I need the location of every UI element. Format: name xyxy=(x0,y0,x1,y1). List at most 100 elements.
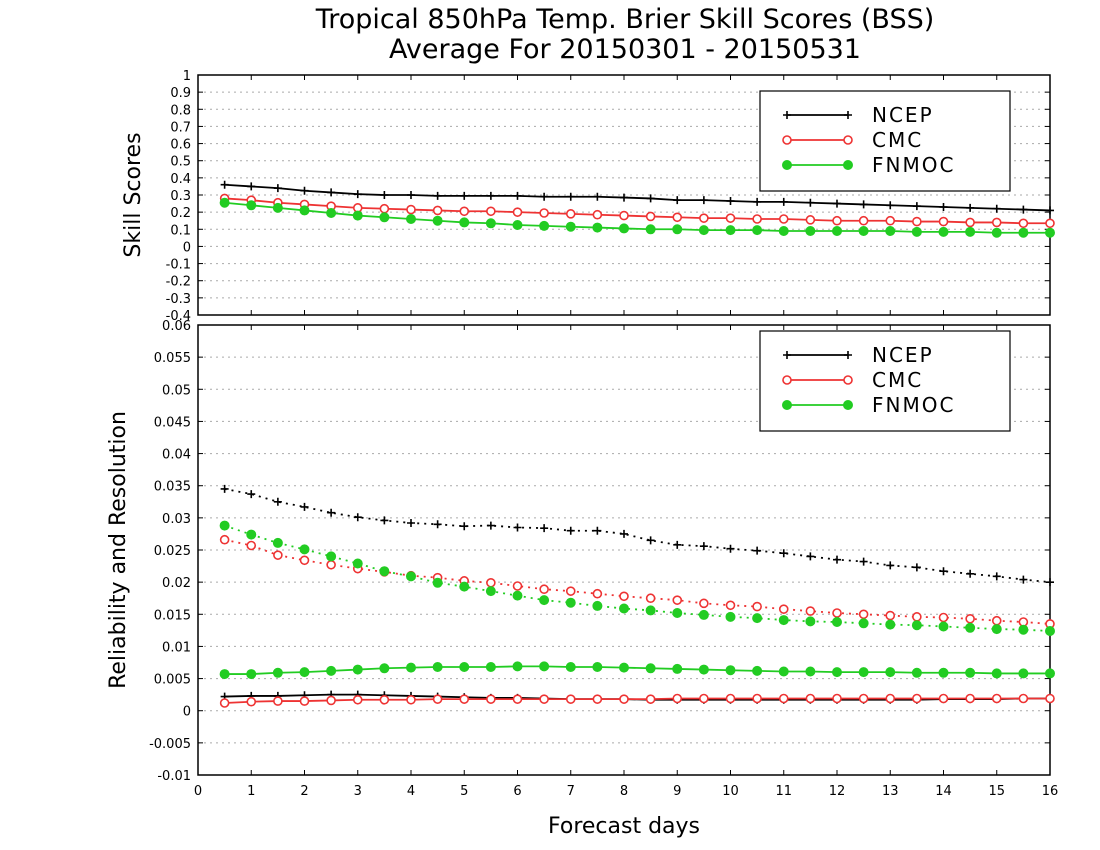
data-point-cmc xyxy=(326,695,336,706)
data-point-fnmoc xyxy=(432,577,443,588)
data-point-ncep xyxy=(1046,578,1054,587)
data-point-cmc xyxy=(938,693,949,704)
legend-marker-ncep xyxy=(783,351,791,359)
data-point-cmc xyxy=(246,540,257,551)
data-point-ncep xyxy=(300,186,309,195)
data-point-ncep xyxy=(593,192,602,201)
series-line-fnmoc-dotted xyxy=(224,524,1051,632)
data-point-ncep xyxy=(886,561,895,570)
reliability-resolution-panel: -0.01 -0.005 0 0.005 0.01 0.015 0.02 0.025 0.03 0… xyxy=(149,319,1058,799)
y-tick-label: 0.8 xyxy=(170,103,191,118)
data-point-ncep xyxy=(833,555,841,564)
data-point-fnmoc xyxy=(512,590,523,601)
data-point-fnmoc xyxy=(885,226,896,236)
data-point-cmc xyxy=(672,212,683,223)
data-point-fnmoc xyxy=(539,595,550,606)
data-point-fnmoc xyxy=(672,608,683,618)
data-point-fnmoc xyxy=(619,603,629,614)
data-point-cmc xyxy=(219,698,230,708)
data-point-fnmoc xyxy=(725,611,736,622)
data-point-cmc xyxy=(938,612,949,623)
data-point-fnmoc xyxy=(645,224,656,235)
data-point-fnmoc xyxy=(592,662,603,672)
data-point-cmc xyxy=(565,586,576,596)
legend-label-ncep: NCEP xyxy=(872,103,934,127)
y-tick-label: 0.7 xyxy=(170,120,191,135)
data-point-cmc xyxy=(379,694,390,705)
data-point-fnmoc xyxy=(698,609,709,620)
data-point-cmc xyxy=(991,217,1002,228)
y-tick-label: 0.03 xyxy=(162,512,191,527)
data-point-cmc xyxy=(486,577,496,588)
skill-scores-panel: -0.4 -0.3 -0.2 -0.1 0 0.1 0.2 0.3 0.4 0.5 0.6 0.7 0.… xyxy=(166,69,1055,324)
y-tick-label: 0.055 xyxy=(154,351,191,366)
data-point-ncep xyxy=(247,490,256,499)
data-point-fnmoc xyxy=(432,215,443,226)
data-point-ncep xyxy=(486,191,495,200)
data-point-fnmoc xyxy=(698,664,709,675)
data-point-fnmoc xyxy=(299,205,310,216)
data-point-cmc xyxy=(1045,693,1055,704)
data-point-fnmoc xyxy=(778,666,789,677)
data-point-fnmoc xyxy=(991,624,1002,635)
y-tick-label: 0.6 xyxy=(170,138,191,153)
data-point-fnmoc xyxy=(805,616,816,627)
data-point-cmc xyxy=(273,550,283,560)
data-point-cmc xyxy=(619,210,629,221)
data-point-cmc xyxy=(805,215,816,225)
data-point-fnmoc xyxy=(672,224,683,235)
data-point-fnmoc xyxy=(219,520,230,531)
y-tick-label: 0.035 xyxy=(154,480,191,495)
data-point-fnmoc xyxy=(805,226,816,236)
data-point-ncep xyxy=(220,180,229,189)
data-point-fnmoc xyxy=(832,617,842,627)
data-point-cmc xyxy=(699,598,709,609)
data-point-fnmoc xyxy=(991,668,1002,679)
data-point-fnmoc xyxy=(1045,626,1055,636)
data-point-fnmoc xyxy=(911,226,922,237)
data-point-fnmoc xyxy=(406,214,416,224)
x-tick-label: 9 xyxy=(673,784,681,799)
x-tick-label: 14 xyxy=(935,784,952,799)
data-point-fnmoc xyxy=(752,225,763,236)
legend-marker-fnmoc xyxy=(782,160,792,170)
data-point-cmc xyxy=(592,694,603,704)
x-tick-label: 0 xyxy=(194,784,202,799)
x-tick-label: 2 xyxy=(300,784,308,799)
x-tick-label: 13 xyxy=(882,784,899,799)
data-point-fnmoc xyxy=(512,220,523,230)
data-point-fnmoc xyxy=(459,662,470,672)
data-point-ncep xyxy=(966,203,975,212)
series-line-cmc-solid xyxy=(224,197,1050,225)
data-point-ncep xyxy=(992,572,1001,581)
data-point-ncep xyxy=(966,569,975,578)
legend-marker-ncep xyxy=(844,351,852,359)
legend-marker-cmc xyxy=(782,375,792,385)
data-point-ncep xyxy=(806,198,815,207)
data-point-fnmoc xyxy=(752,665,763,676)
y-tick-label: 0 xyxy=(183,240,191,255)
data-point-fnmoc xyxy=(725,665,736,676)
data-point-ncep xyxy=(699,542,708,551)
data-point-fnmoc xyxy=(1018,624,1029,635)
data-point-cmc xyxy=(778,604,789,614)
data-point-fnmoc xyxy=(459,217,470,228)
data-point-ncep xyxy=(699,196,708,205)
data-point-fnmoc xyxy=(991,227,1002,238)
data-point-fnmoc xyxy=(272,667,283,678)
data-point-fnmoc xyxy=(459,581,470,592)
data-point-cmc xyxy=(965,693,975,704)
data-point-cmc xyxy=(512,207,523,217)
data-point-cmc xyxy=(832,215,842,226)
data-point-cmc xyxy=(512,694,523,704)
data-point-ncep xyxy=(726,197,735,205)
data-point-fnmoc xyxy=(858,618,869,629)
data-point-cmc xyxy=(406,204,416,215)
data-point-cmc xyxy=(219,534,230,545)
data-point-cmc xyxy=(1045,218,1055,229)
data-point-fnmoc xyxy=(965,622,976,633)
data-point-fnmoc xyxy=(885,619,896,630)
data-point-ncep xyxy=(273,184,282,193)
y-tick-label: 0.4 xyxy=(170,172,191,187)
data-point-cmc xyxy=(885,610,896,621)
